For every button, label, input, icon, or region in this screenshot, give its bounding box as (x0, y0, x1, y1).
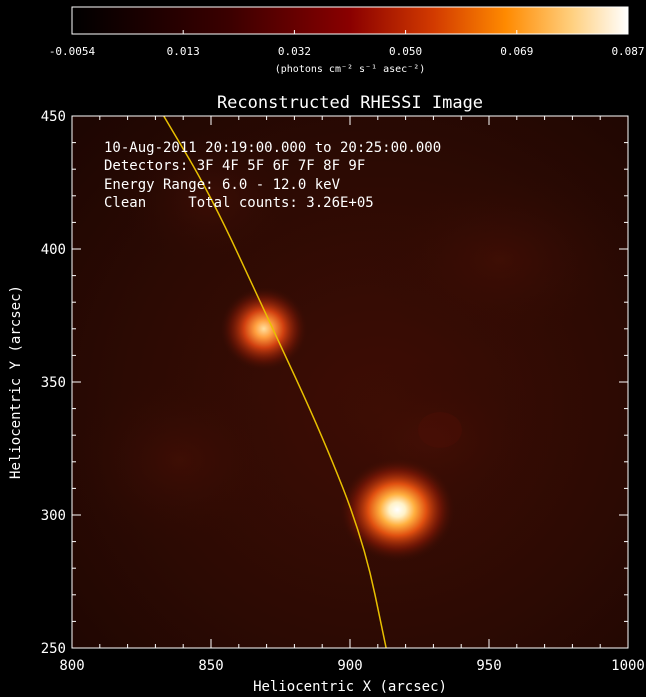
y-tick-label: 300 (41, 508, 66, 524)
colorbar-tick-label: 0.087 (611, 45, 644, 58)
solar-limb-curve (163, 116, 387, 648)
annotation-block: 10-Aug-2011 20:19:00.000 to 20:25:00.000… (104, 140, 441, 211)
colorbar-frame (71, 6, 629, 35)
annotation-detectors: Detectors: 3F 4F 5F 6F 7F 8F 9F (104, 158, 365, 174)
colorbar: -0.0054 0.013 0.032 0.050 0.069 0.087 (photon… (49, 6, 645, 75)
background-structure (370, 170, 628, 350)
background-structure (72, 370, 290, 550)
emission-source (339, 457, 456, 562)
colorbar-ticks: -0.0054 0.013 0.032 0.050 0.069 0.087 (49, 30, 645, 58)
colorbar-tick-label: 0.032 (278, 45, 311, 58)
x-axis-label: Heliocentric X (arcsec) (253, 679, 447, 695)
colorbar-gradient (72, 7, 628, 34)
background-structure (418, 412, 462, 448)
colorbar-unit-label: (photons cm⁻² s⁻¹ asec⁻²) (275, 64, 426, 75)
y-tick-label: 350 (41, 375, 66, 391)
background-structure (120, 130, 300, 270)
x-tick-label: 950 (476, 658, 501, 674)
x-tick-label: 1000 (611, 658, 645, 674)
colorbar-tick-label: 0.013 (167, 45, 200, 58)
chart-title: Reconstructed RHESSI Image (217, 93, 483, 113)
sources (219, 286, 456, 562)
y-axis-ticks: 250 300 350 400 450 (41, 109, 628, 657)
emission-source (219, 286, 308, 371)
colorbar-tick-label: 0.050 (389, 45, 422, 58)
annotation-energy-range: Energy Range: 6.0 - 12.0 keV (104, 177, 341, 193)
x-tick-label: 800 (59, 658, 84, 674)
y-tick-label: 450 (41, 109, 66, 125)
plot-area (72, 116, 628, 648)
annotation-total-counts: Clean Total counts: 3.26E+05 (104, 195, 374, 211)
y-tick-label: 250 (41, 641, 66, 657)
y-axis-label: Heliocentric Y (arcsec) (8, 285, 24, 479)
colorbar-tick-label: -0.0054 (49, 45, 96, 58)
x-tick-label: 850 (198, 658, 223, 674)
y-tick-label: 400 (41, 242, 66, 258)
colorbar-tick-label: 0.069 (500, 45, 533, 58)
x-axis-ticks: 800 850 900 950 1000 (59, 116, 645, 674)
x-tick-label: 900 (337, 658, 362, 674)
annotation-time-range: 10-Aug-2011 20:19:00.000 to 20:25:00.000 (104, 140, 441, 156)
